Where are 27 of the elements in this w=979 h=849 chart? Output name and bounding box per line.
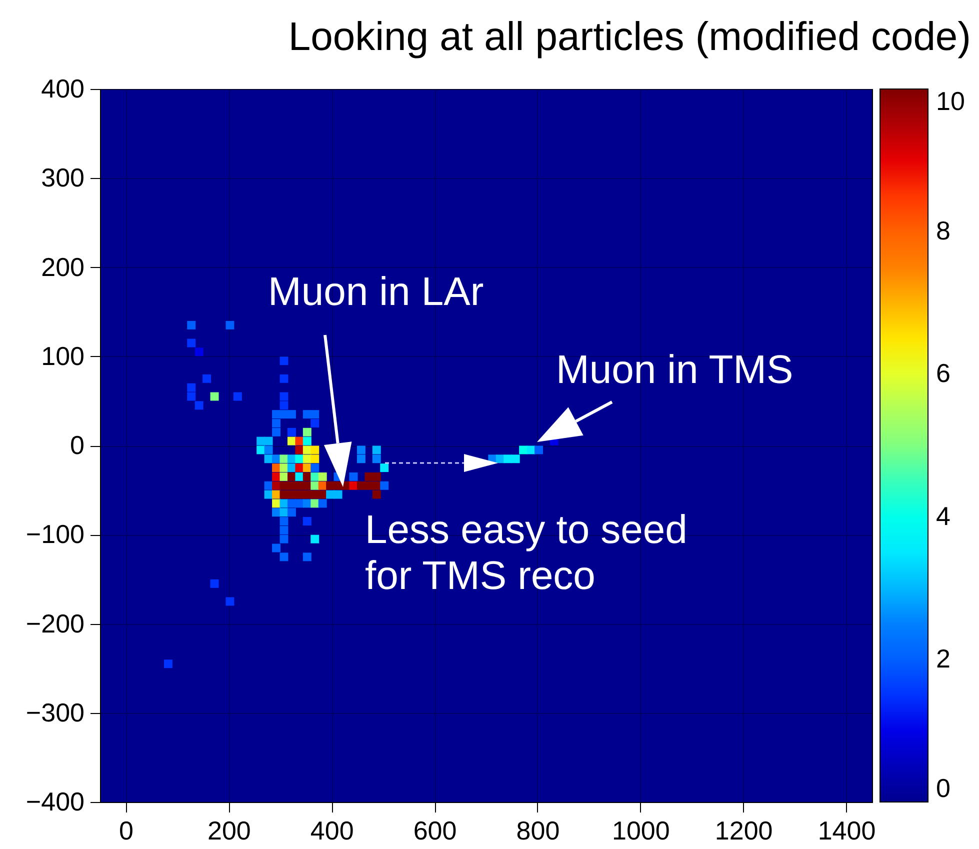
y-tick-label: 300 bbox=[41, 162, 84, 193]
x-tick-label: 600 bbox=[413, 816, 457, 846]
chart-title: Looking at all particles (modified code) bbox=[288, 15, 971, 59]
color-bar-label: 4 bbox=[936, 500, 950, 531]
color-bar-label: 8 bbox=[936, 216, 950, 246]
annotation: Less easy to seed for TMS reco bbox=[365, 508, 688, 598]
x-tick-label: 1200 bbox=[714, 816, 773, 846]
x-tick-label: 200 bbox=[207, 816, 251, 846]
y-tick-label: −300 bbox=[26, 697, 84, 728]
y-tick-label: 100 bbox=[41, 340, 84, 371]
color-bar-label: 2 bbox=[936, 643, 950, 674]
x-tick-label: 800 bbox=[516, 816, 560, 846]
y-tick-label: −200 bbox=[26, 608, 84, 638]
color-bar-label: 6 bbox=[936, 358, 950, 388]
y-tick-label: −100 bbox=[26, 519, 84, 550]
y-tick-label: −400 bbox=[26, 786, 84, 816]
x-tick-label: 1400 bbox=[818, 816, 876, 846]
y-tick-label: 200 bbox=[41, 252, 84, 282]
y-tick-label: 400 bbox=[41, 74, 84, 104]
y-tick-label: 0 bbox=[70, 430, 84, 460]
annotation: Muon in LAr bbox=[268, 270, 484, 314]
color-bar-label: 10 bbox=[936, 86, 965, 116]
annotation: Muon in TMS bbox=[556, 348, 794, 392]
x-tick-label: 400 bbox=[310, 816, 354, 846]
x-tick-label: 1000 bbox=[612, 816, 670, 846]
color-bar-label: 0 bbox=[936, 773, 950, 803]
x-tick-label: 0 bbox=[119, 816, 134, 846]
